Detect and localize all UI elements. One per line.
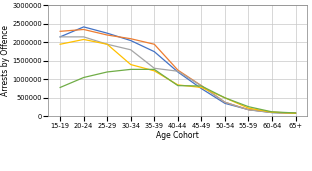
1990 [294,112,297,114]
2019 [129,68,133,70]
2000 [246,109,250,111]
2019 [223,97,227,99]
1990 [176,69,180,71]
2000 [294,112,297,114]
2000 [82,36,85,38]
2010 [105,43,109,45]
2019 [199,85,203,87]
2000 [129,49,133,51]
1990 [105,34,109,36]
2000 [176,70,180,72]
2000 [270,111,274,114]
1990 [270,111,274,113]
2010 [176,84,180,86]
2010 [199,87,203,89]
2019 [153,68,156,70]
2010 [294,112,297,114]
Line: 1985: 1985 [60,27,295,113]
1985 [270,111,274,114]
2010 [270,111,274,113]
1990 [82,28,85,30]
2000 [105,43,109,45]
1985 [294,112,297,114]
1990 [153,43,156,45]
2010 [246,107,250,109]
1985 [223,102,227,104]
1985 [129,40,133,42]
2010 [153,70,156,72]
1985 [199,88,203,90]
2010 [223,97,227,99]
2000 [58,36,62,38]
2000 [199,85,203,87]
1990 [58,30,62,32]
Line: 2010: 2010 [60,40,295,113]
1985 [82,26,85,28]
2000 [153,67,156,69]
Y-axis label: Arrests by Offence: Arrests by Offence [1,25,10,96]
1990 [199,85,203,87]
X-axis label: Age Cohort: Age Cohort [156,131,199,140]
1990 [246,109,250,111]
1985 [246,109,250,111]
2019 [176,85,180,87]
2019 [105,71,109,73]
Line: 2000: 2000 [60,37,295,113]
2019 [82,76,85,78]
2010 [129,64,133,66]
2019 [294,112,297,114]
2019 [270,111,274,113]
2019 [58,87,62,89]
Line: 1990: 1990 [60,29,295,113]
1990 [223,101,227,103]
1985 [153,51,156,53]
1985 [176,71,180,73]
2010 [82,38,85,41]
2019 [246,106,250,108]
Line: 2019: 2019 [60,69,295,113]
1985 [58,36,62,38]
2000 [223,101,227,103]
1985 [105,32,109,34]
2010 [58,43,62,45]
1990 [129,38,133,40]
